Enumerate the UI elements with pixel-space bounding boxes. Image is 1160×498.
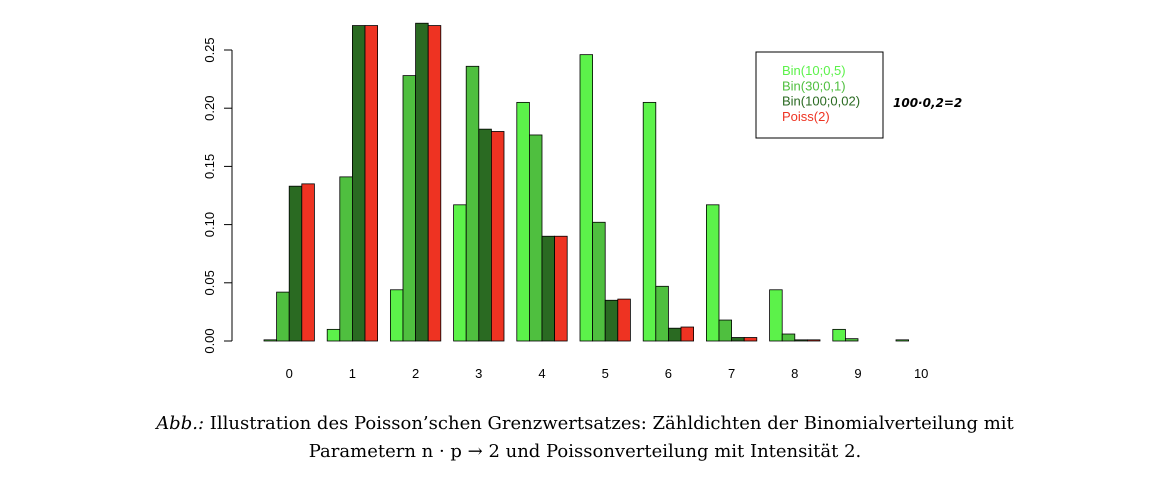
bars (263, 22, 910, 342)
bar (781, 333, 796, 342)
bar (276, 291, 290, 342)
x-tick-label: 1 (349, 366, 356, 381)
y-tick-label: 0.25 (202, 37, 217, 62)
legend-entry: Bin(30;0,1) (782, 78, 846, 93)
bar (529, 134, 543, 342)
bar (769, 289, 783, 342)
bar (263, 339, 278, 342)
bar (427, 25, 442, 342)
x-tick-label: 4 (538, 366, 545, 381)
legend-box (755, 51, 884, 139)
bar (541, 235, 556, 342)
bar (351, 25, 366, 342)
x-tick-label: 10 (914, 366, 928, 381)
figure-caption: Abb.: Illustration des Poisson’schen Gre… (40, 410, 1130, 466)
bar (895, 339, 910, 342)
bar (832, 328, 846, 342)
bar (642, 101, 657, 342)
y-tick-label: 0.05 (202, 270, 217, 295)
legend-entry: Bin(100;0,02) (782, 94, 860, 109)
x-tick-label: 5 (602, 366, 609, 381)
bar (465, 65, 480, 342)
bar (668, 327, 682, 342)
bar (617, 298, 631, 342)
y-axis: 0.00 0.05 0.10 0.15 0.20 0.25 (202, 37, 233, 354)
handwritten-note: 100·0,2=2 (893, 96, 962, 110)
bar (301, 183, 315, 342)
y-tick-label: 0.00 (202, 328, 217, 353)
bar-chart: 0.00 0.05 0.10 0.15 0.20 0.25 0 1 2 3 4 5 6 7 8 9 10 Bi… (202, 22, 962, 381)
legend-entry: Bin(10;0,5) (782, 63, 846, 78)
y-tick-label: 0.10 (202, 212, 217, 237)
x-tick-label: 0 (286, 366, 293, 381)
bar (490, 131, 505, 342)
y-tick-label: 0.20 (202, 96, 217, 121)
x-tick-label: 2 (412, 366, 419, 381)
x-tick-label: 7 (728, 366, 735, 381)
bar (389, 289, 404, 342)
bar (415, 22, 429, 342)
x-tick-label: 8 (791, 366, 798, 381)
x-axis: 0 1 2 3 4 5 6 7 8 9 10 (286, 366, 929, 381)
bar (554, 235, 568, 342)
caption-line-1: Illustration des Poisson’schen Grenzwert… (204, 413, 1014, 434)
bar (453, 204, 467, 342)
bar (604, 299, 619, 342)
bar (288, 185, 303, 342)
bar (516, 101, 530, 342)
bar (718, 319, 733, 342)
x-tick-label: 6 (665, 366, 672, 381)
legend: Bin(10;0,5)Bin(30;0,1)Bin(100;0,02)Poiss… (755, 51, 884, 139)
bar (807, 339, 821, 342)
bar (579, 54, 594, 342)
bar (339, 176, 353, 342)
bar (326, 328, 341, 342)
bar (680, 326, 695, 342)
bar (731, 337, 745, 342)
bar (794, 339, 808, 342)
caption-prefix: Abb.: (156, 413, 205, 434)
bar (402, 75, 417, 342)
caption-line-2: Parametern n · p → 2 und Poissonverteilu… (308, 441, 862, 462)
legend-entry: Poiss(2) (782, 109, 830, 124)
bar (743, 337, 758, 342)
bar (706, 204, 720, 342)
bar (364, 25, 379, 342)
bar (655, 285, 669, 342)
bar (592, 221, 606, 342)
y-tick-label: 0.15 (202, 154, 217, 179)
bar (478, 128, 492, 342)
bar (845, 338, 859, 342)
x-tick-label: 3 (475, 366, 482, 381)
x-tick-label: 9 (854, 366, 861, 381)
